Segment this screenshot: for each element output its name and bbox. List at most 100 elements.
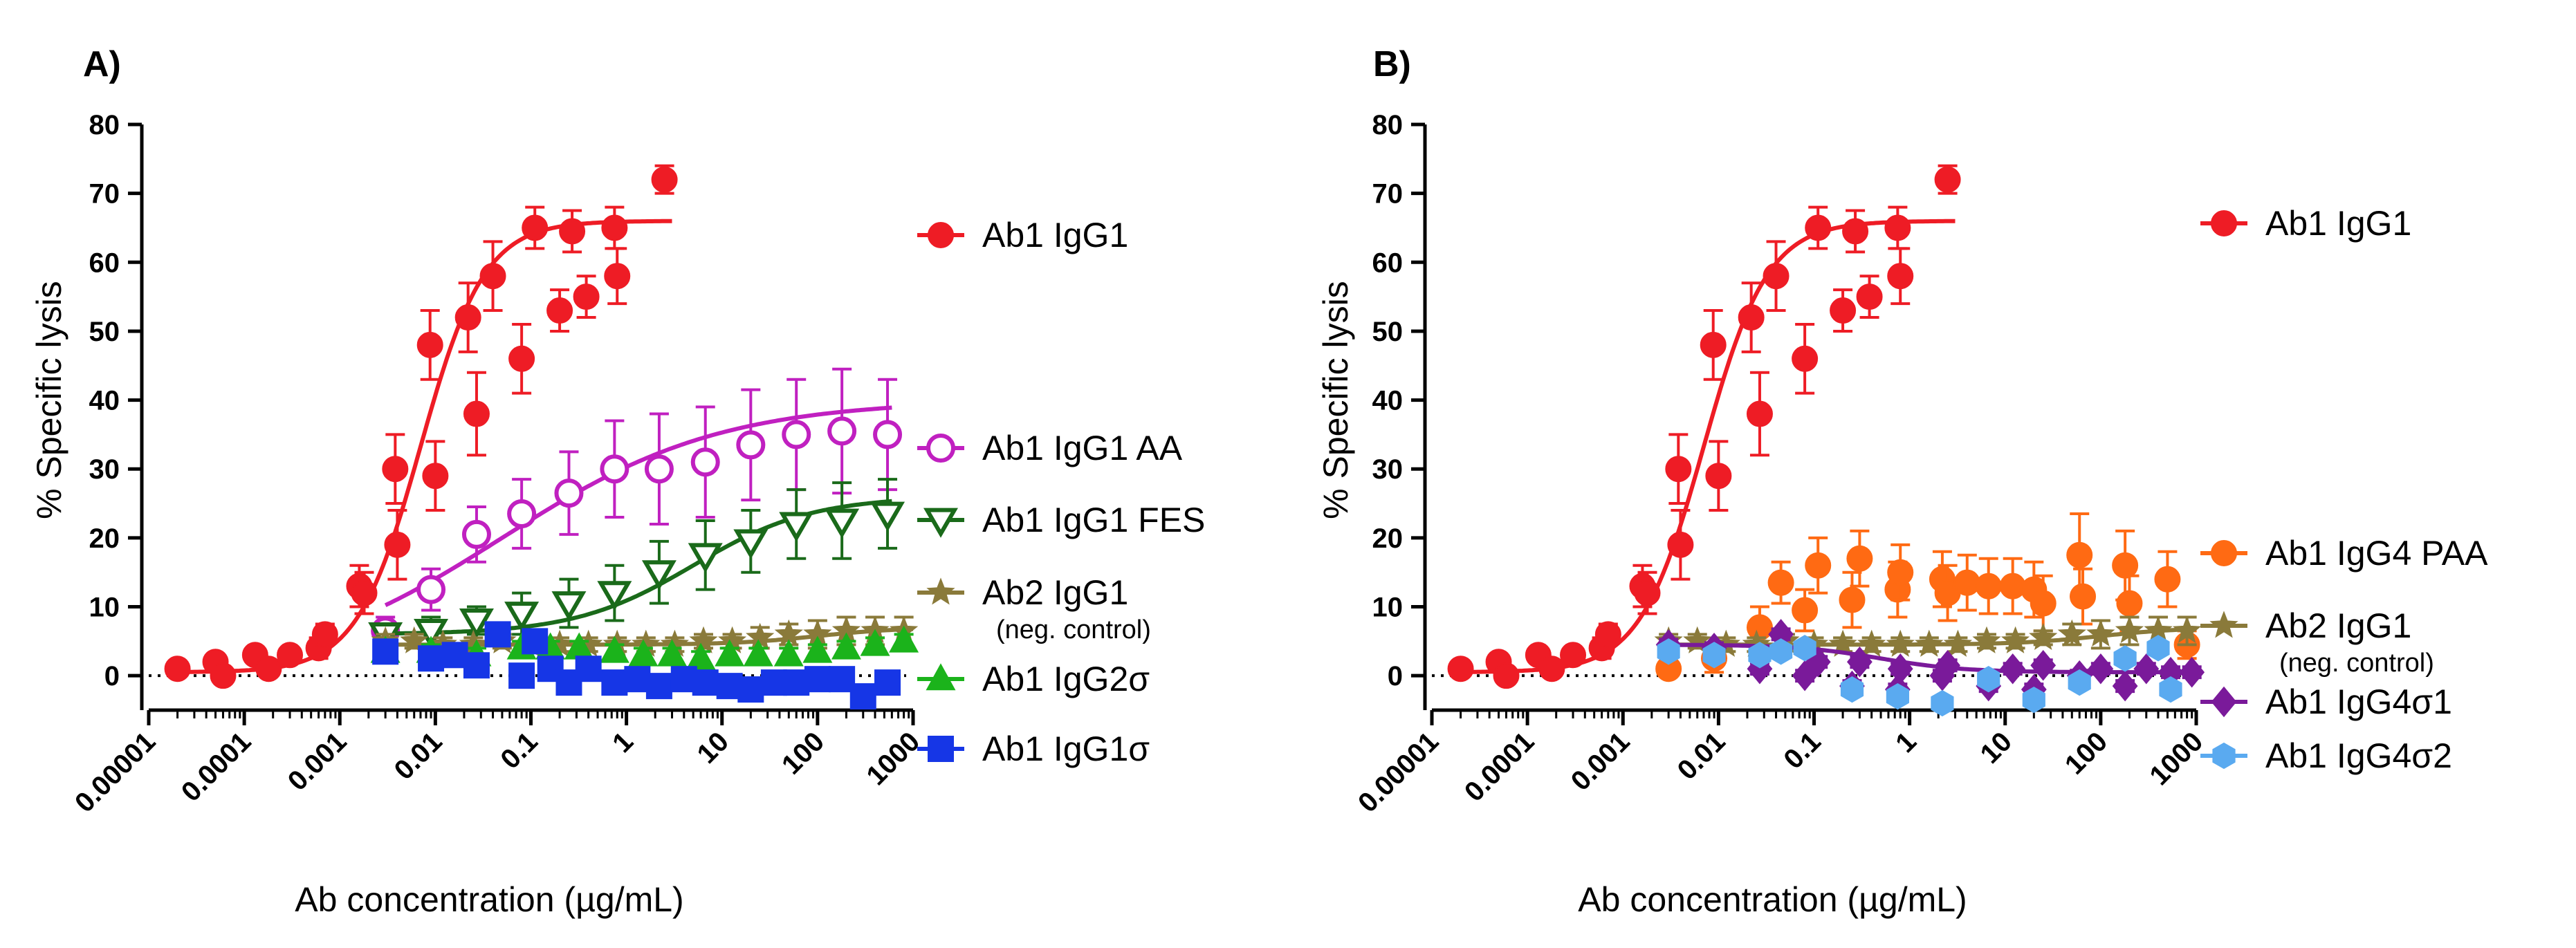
x-tick-label: 10 [1975,726,2018,770]
legend-label: Ab1 IgG4σ2 [2265,736,2452,775]
data-point [1667,531,1694,558]
data-point [1840,676,1864,703]
legend-item: Ab1 IgG4σ1 [2200,682,2452,721]
x-tick-label: 0.00001 [69,726,161,818]
data-point [1857,629,1886,657]
y-tick-label: 40 [1372,386,1404,416]
data-point [422,463,449,490]
data-point [522,628,549,655]
data-point [1538,656,1565,682]
data-point [802,635,833,663]
data-point [686,642,716,670]
legend-marker [926,434,955,463]
data-point [2133,653,2160,685]
x-tick-label: 0.1 [1778,726,1826,774]
data-point [641,560,677,591]
y-tick-label: 20 [1372,523,1404,554]
data-point [2030,649,2057,681]
data-point [804,666,831,693]
x-tick-label: 10 [692,726,735,770]
data-point [164,656,191,682]
legend-marker [928,222,954,248]
data-point [825,508,860,539]
data-point [507,499,537,529]
series-ab1-igg4-1 [1655,619,2205,705]
data-point [1594,621,1621,648]
data-point [644,454,674,484]
data-point [277,642,304,669]
data-point [255,656,282,682]
series-ab1-igg1- [372,621,901,710]
chart-panel-a: A) 0 10 20 30 40 50 60 70 80 0.00001 0.0001 0.001 0.0… [30,44,1205,919]
data-point [1634,579,1661,606]
x-tick-label: 0.001 [1565,726,1636,797]
data-point [1746,614,1773,641]
data-point [559,218,586,245]
y-tick-label: 40 [89,386,120,416]
data-point [2068,669,2091,696]
data-point [554,478,584,508]
data-point [2112,670,2138,702]
data-point [692,669,719,696]
y-tick-label: 30 [89,454,120,485]
data-point [1972,626,2001,653]
data-point [645,673,672,700]
x-tick-label: 0.01 [389,726,448,786]
x-tick-label: 100 [776,726,830,780]
y-tick-label: 60 [89,248,120,278]
data-point [657,639,688,667]
data-point [1828,629,1857,657]
y-tick-label: 30 [1372,454,1404,485]
legend-label: Ab1 IgG4 PAA [2265,534,2488,573]
legend-marker [2211,210,2237,236]
data-point [2057,619,2086,647]
y-axis-title: % Specific lysis [1316,281,1355,519]
data-point [599,635,629,663]
data-point [827,416,857,446]
legend-label: Ab2 IgG1 [982,573,1128,612]
data-point [2022,686,2045,714]
data-point [1884,214,1911,241]
data-point [651,166,678,193]
data-point [2115,615,2144,643]
data-point [782,420,811,449]
data-point [1887,559,1914,586]
data-point [1560,642,1587,669]
y-tick-label: 80 [1372,110,1404,140]
legend-item: Ab1 IgG2σ [917,660,1150,698]
data-point [1700,331,1727,358]
data-point [1493,662,1520,689]
data-point [1953,569,1980,596]
y-tick-label: 10 [89,593,120,623]
chart-panel-b: B) 0 10 20 30 40 50 60 70 80 0.00001 0.0001 0.001 0.0… [1316,44,2488,919]
legend-marker [923,508,959,538]
data-point [311,621,338,648]
legend-item: Ab2 IgG1 (neg. control) [917,573,1151,644]
data-point [604,263,631,290]
x-tick-label: 1 [1890,726,1922,759]
data-point [504,602,540,632]
legend-marker [926,663,956,691]
data-point [743,639,773,667]
data-point [1977,666,2000,693]
data-point [1792,345,1819,372]
data-point [2116,590,2143,617]
data-point [624,666,651,693]
data-point [874,669,901,696]
data-point [1447,656,1474,682]
data-point [1830,297,1857,324]
data-point [1887,263,1914,290]
legend-marker [2211,686,2237,718]
series-ab1-igg1 [164,164,678,689]
legend-marker [926,577,955,605]
fit-curve [177,219,672,674]
legend-marker [2209,611,2238,638]
legend-label: Ab1 IgG1 [2265,204,2411,243]
data-point [400,626,429,653]
data-point [1705,463,1732,490]
data-point [1856,284,1883,310]
data-point [382,456,409,483]
legend-item: Ab2 IgG1 (neg. control) [2200,606,2434,678]
data-point [1793,635,1816,662]
